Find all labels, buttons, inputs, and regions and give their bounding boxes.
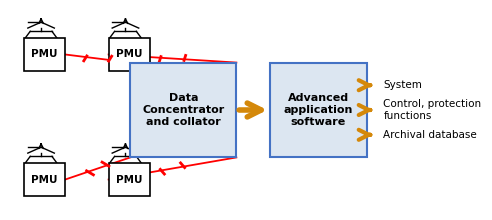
Text: Advanced
application
software: Advanced application software bbox=[283, 94, 353, 126]
Text: Control, protection
functions: Control, protection functions bbox=[383, 99, 482, 121]
Text: PMU: PMU bbox=[116, 50, 142, 59]
FancyBboxPatch shape bbox=[130, 62, 236, 158]
Text: PMU: PMU bbox=[31, 174, 58, 185]
Text: Data
Concentrator
and collator: Data Concentrator and collator bbox=[142, 94, 224, 126]
Text: Archival database: Archival database bbox=[383, 130, 477, 140]
Text: PMU: PMU bbox=[31, 50, 58, 59]
FancyBboxPatch shape bbox=[109, 38, 150, 71]
FancyBboxPatch shape bbox=[270, 62, 367, 158]
FancyBboxPatch shape bbox=[24, 163, 65, 196]
FancyBboxPatch shape bbox=[24, 38, 65, 71]
Text: PMU: PMU bbox=[116, 174, 142, 185]
FancyBboxPatch shape bbox=[109, 163, 150, 196]
Text: System: System bbox=[383, 80, 422, 90]
